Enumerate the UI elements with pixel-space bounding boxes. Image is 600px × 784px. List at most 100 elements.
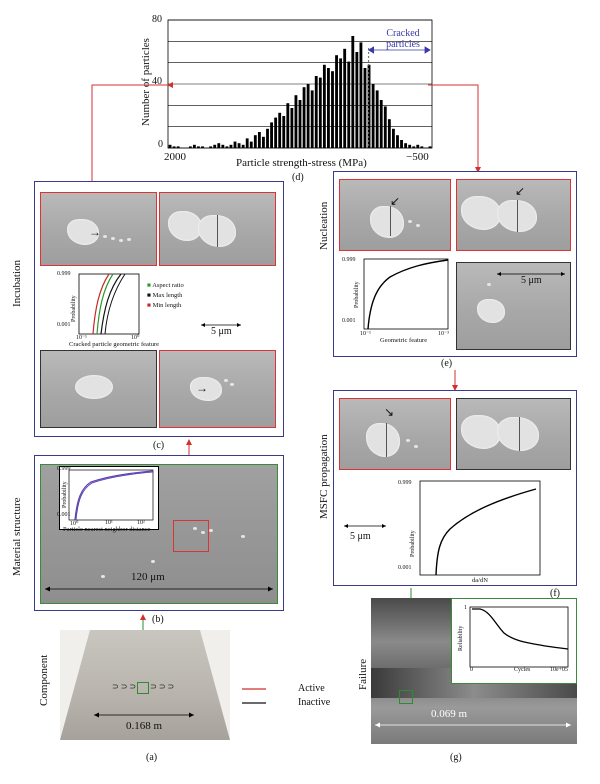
histogram-bar <box>282 116 286 148</box>
component-scale: 0.168 m <box>126 720 163 732</box>
incubation-micrograph-4: → <box>159 350 276 428</box>
nucleation-plot-xright: 10⁻³ <box>438 331 449 337</box>
incubation-plot-ybot: 0.001 <box>57 322 71 328</box>
histogram-bar <box>168 144 172 148</box>
propagation-micrograph-2 <box>456 398 571 470</box>
failure-plot-xlabel: Cycles <box>514 667 531 673</box>
histogram-bar <box>306 84 310 148</box>
failure-caption: (g) <box>450 752 462 763</box>
histogram-caption: (d) <box>292 172 304 183</box>
histogram-bar <box>420 146 424 148</box>
histogram-bar <box>237 143 241 148</box>
histogram-bar <box>172 146 176 148</box>
propagation-plot-ybot: 0.001 <box>398 565 412 571</box>
histogram-bar <box>371 84 375 148</box>
histogram-bar <box>375 90 379 148</box>
histogram-annotation: Cracked particles <box>386 28 420 50</box>
component-caption: (a) <box>146 752 158 763</box>
histogram-bar <box>391 128 395 148</box>
histogram-bar <box>363 68 367 148</box>
nucleation-micrograph-3: 5 μm <box>456 262 571 350</box>
legend-max-length: Max length <box>152 292 183 299</box>
histogram-bar <box>213 144 217 148</box>
material-plot-xlabel: Particle nearest neighbor distance <box>63 526 151 533</box>
histogram-bar <box>245 138 249 148</box>
nucleation-plot-ytop: 0.999 <box>342 257 356 263</box>
legend-inactive: Inactive <box>298 697 331 708</box>
histogram-ytick-80: 80 <box>152 14 162 25</box>
histogram-bar <box>387 119 391 148</box>
incubation-micrograph-3 <box>40 350 157 428</box>
nucleation-plot-ylabel: Probability <box>354 281 360 308</box>
histogram-bar <box>400 140 403 148</box>
histogram-bar <box>416 144 420 148</box>
histogram-bar <box>217 143 221 148</box>
histogram-bar <box>253 135 257 148</box>
histogram-bar <box>290 108 294 148</box>
histogram-bar <box>229 144 233 148</box>
histogram-bar <box>339 58 343 148</box>
histogram-bar <box>192 144 196 148</box>
histogram-ytick-0: 0 <box>158 139 163 150</box>
histogram-bar <box>176 146 180 148</box>
histogram-bar <box>351 36 355 148</box>
component-highlight <box>137 682 149 694</box>
histogram-bar <box>298 100 302 148</box>
material-plot-ylabel: Probability <box>62 481 68 508</box>
incubation-caption: (c) <box>153 440 165 451</box>
material-panel: Material structure 0.999 0.001 Probabili… <box>11 455 284 611</box>
incubation-plot-ylabel: Probability <box>71 295 77 322</box>
material-side-label: Material structure <box>11 497 23 577</box>
incubation-plot-ytop: 0.999 <box>57 271 71 277</box>
incubation-micrograph-1: → <box>40 192 157 266</box>
histogram-bar <box>278 112 282 148</box>
histogram-bar <box>335 55 338 149</box>
legend-active: Active <box>298 683 325 694</box>
nucleation-side-label: Nucleation <box>318 201 330 250</box>
histogram-bar <box>302 87 306 148</box>
histogram-x-left: 2000 <box>164 151 186 163</box>
histogram-bar <box>355 52 359 148</box>
histogram-bar <box>188 146 192 148</box>
component-side-label: Component <box>38 654 50 706</box>
histogram-bar <box>286 103 290 148</box>
histogram-bar <box>322 64 326 148</box>
histogram-bar <box>327 68 330 148</box>
histogram-ytick-40: 40 <box>152 76 162 87</box>
failure-plot-xright: 10e+05 <box>550 667 569 673</box>
nucleation-caption: (e) <box>441 358 453 369</box>
histogram-bar <box>412 146 416 148</box>
component-photo: ⊃ ⊃ ⊃ ⊃ ⊃ ⊃ 0.168 m <box>60 630 230 740</box>
failure-plot-panel: 1 Reliability 0 Cycles 10e+05 <box>451 598 577 684</box>
histogram-bar <box>274 117 278 148</box>
material-plot-xtick-2: 10² <box>137 520 145 526</box>
histogram-x-right: −500 <box>406 151 429 163</box>
nucleation-plot-ybot: 0.001 <box>342 318 356 324</box>
legend-aspect-ratio: Aspect ratio <box>152 282 184 289</box>
histogram-bar <box>396 135 399 148</box>
histogram-bar <box>318 77 322 148</box>
propagation-side-label: MSFC propagation <box>318 434 330 519</box>
nucleation-scale: 5 μm <box>521 275 542 286</box>
propagation-plot-xlabel: da/dN <box>472 577 488 584</box>
material-caption: (b) <box>152 614 164 625</box>
incubation-plot-xright: 10⁰ <box>131 335 140 341</box>
histogram-bar <box>331 71 334 148</box>
failure-scale: 0.069 m <box>431 708 468 720</box>
histogram-bar <box>262 136 265 148</box>
incubation-plot-xlabel: Cracked particle geometric feature <box>69 341 160 348</box>
histogram-bar <box>249 141 253 148</box>
histogram-bar <box>347 61 351 148</box>
nucleation-micrograph-2: ↙ <box>456 179 571 251</box>
nucleation-plot-xlabel: Geometric feature <box>380 337 428 344</box>
propagation-plot-ytop: 0.999 <box>398 480 412 486</box>
material-plot-xtick-1: 10¹ <box>105 520 113 526</box>
failure-plot-xleft: 0 <box>470 667 473 673</box>
failure-plot-ytop: 1 <box>464 605 467 611</box>
failure-side-label: Failure <box>357 658 369 690</box>
propagation-plot-ylabel: Probability <box>410 530 416 557</box>
histogram-bar <box>428 146 432 148</box>
histogram-bar <box>257 132 261 148</box>
failure-plot-ylabel: Reliability <box>458 625 464 651</box>
material-plot-ytop: 0.999 <box>57 466 71 472</box>
